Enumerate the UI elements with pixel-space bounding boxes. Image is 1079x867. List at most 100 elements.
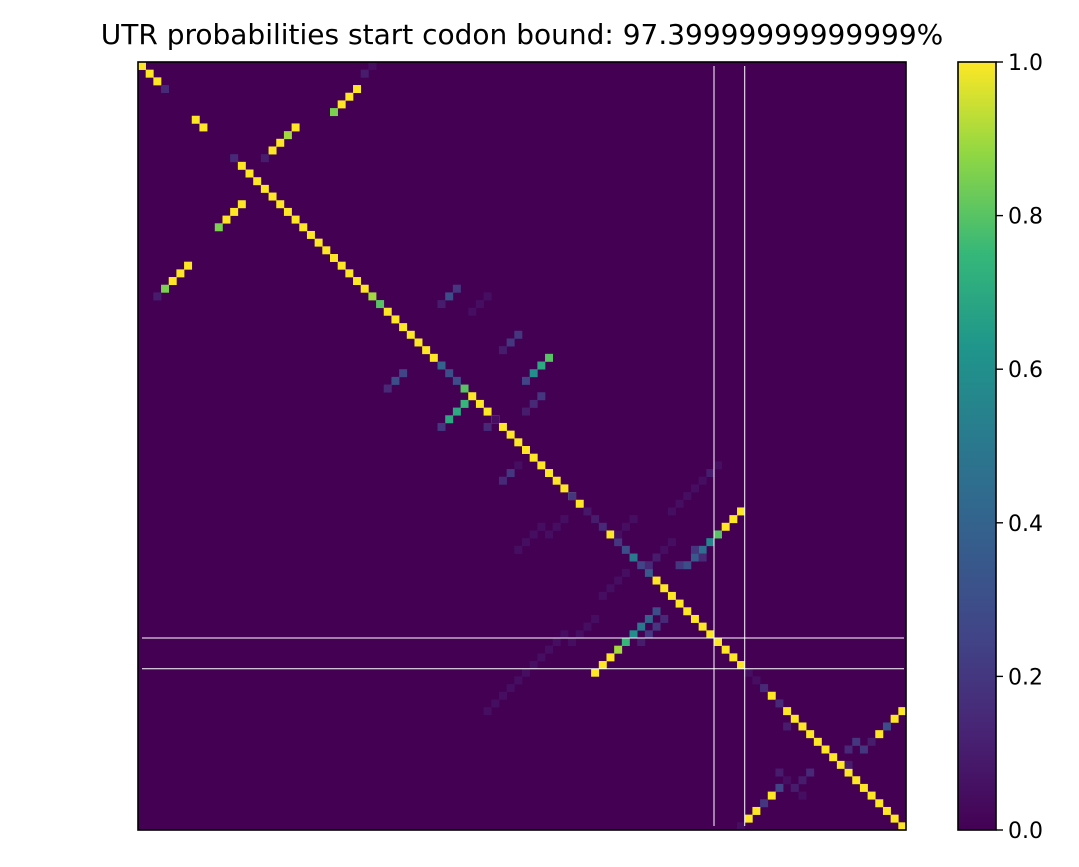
heatmap-cell [529, 399, 538, 408]
heatmap-cell [721, 645, 730, 654]
heatmap-cell [330, 254, 338, 262]
heatmap-cell [775, 768, 784, 777]
heatmap-cell [752, 676, 761, 685]
heatmap-cell [268, 146, 277, 155]
heatmap-cell [660, 614, 669, 623]
heatmap-cell [575, 499, 584, 508]
heatmap-cell [629, 515, 638, 524]
colorbar-tick-label: 0.2 [1008, 665, 1043, 690]
heatmap-cell [867, 791, 876, 800]
plot-frame [137, 61, 907, 831]
heatmap-cell [283, 207, 292, 216]
heatmap-cell [744, 668, 753, 677]
heatmap-cell [606, 653, 615, 662]
heatmap-cell [514, 676, 523, 685]
heatmap-cell [798, 776, 807, 785]
heatmap-cell [291, 215, 300, 224]
heatmap-cell [452, 407, 461, 416]
colorbar-tick-label: 1.0 [1008, 51, 1043, 76]
heatmap-cell [306, 230, 315, 239]
heatmap-cell [621, 638, 630, 646]
heatmap-cell [652, 553, 661, 562]
heatmap-cell [537, 461, 546, 470]
heatmap-cell [890, 814, 899, 823]
heatmap-cell [514, 438, 523, 447]
heatmap-cell [706, 538, 715, 547]
heatmap-cell [299, 223, 308, 232]
heatmap-cell [460, 399, 469, 408]
heatmap-cell [376, 300, 385, 309]
colorbar-tick-label: 0.0 [1008, 819, 1043, 844]
heatmap-cell [882, 722, 891, 731]
heatmap-cell [353, 85, 362, 94]
heatmap-cell [760, 799, 769, 808]
heatmap-cell [138, 62, 146, 70]
heatmap-cell [859, 783, 868, 792]
heatmap-cell [291, 123, 300, 132]
heatmap-cell [537, 392, 546, 401]
heatmap-cell [537, 522, 546, 531]
heatmap-cell [460, 384, 469, 393]
heatmap-cell [890, 714, 899, 723]
heatmap-cell [353, 277, 362, 286]
heatmap-cell [614, 538, 623, 547]
heatmap-cell [783, 776, 792, 785]
heatmap-cell [260, 154, 269, 163]
heatmap-cell [667, 507, 676, 516]
heatmap-cell [629, 553, 638, 562]
heatmap-cell [598, 661, 607, 670]
heatmap-cell [330, 108, 338, 117]
heatmap-cell [606, 584, 615, 593]
heatmap-cell [560, 630, 569, 639]
heatmap-cell [529, 369, 538, 378]
heatmap-cell [614, 645, 623, 654]
heatmap-cell [545, 530, 554, 539]
heatmap-cell [260, 184, 269, 193]
heatmap-cell [391, 315, 400, 324]
heatmap-cell [767, 691, 776, 700]
colorbar [957, 61, 997, 831]
colorbar-ticks: 0.0 0.2 0.4 0.6 0.8 1.0 [996, 51, 1043, 844]
heatmap-cell [552, 638, 561, 646]
heatmap-cell [345, 92, 354, 101]
heatmap-cell [168, 277, 177, 286]
heatmap-cell [368, 292, 377, 301]
heatmap-cell [806, 768, 815, 777]
marker-lines [142, 66, 904, 826]
heatmap-cell [752, 806, 761, 815]
heatmap-cell [345, 269, 354, 278]
heatmap-cell [652, 607, 661, 616]
heatmap-cell [437, 300, 446, 309]
heatmap-cell [545, 645, 554, 654]
heatmap-cell [491, 415, 500, 424]
heatmap-cell [537, 361, 546, 370]
heatmap-cell [706, 469, 715, 478]
heatmap-cell [514, 545, 523, 554]
heatmap-cell [675, 561, 684, 570]
heatmap-cell [498, 346, 507, 355]
heatmap-cell [683, 561, 692, 570]
heatmap-cell [829, 753, 838, 762]
heatmap-cell [683, 492, 692, 501]
heatmap-cell [483, 707, 492, 716]
heatmap-cell [760, 684, 769, 693]
heatmap-cell [775, 783, 784, 792]
heatmap-cell [529, 453, 538, 462]
heatmap-cell [729, 653, 738, 662]
heatmap-cell [737, 822, 746, 831]
heatmap-cell [844, 745, 853, 754]
heatmap-cell [575, 630, 584, 639]
heatmap-cell [690, 614, 699, 623]
heatmap-cell [153, 77, 162, 86]
heatmap-cell [644, 614, 653, 623]
heatmap-cell [568, 492, 577, 501]
heatmap-cell [437, 422, 446, 431]
heatmap-cell [529, 530, 538, 539]
heatmap-cell [898, 707, 907, 716]
heatmap-cell [813, 737, 822, 746]
heatmap-cell [621, 545, 630, 554]
heatmap-cell [552, 476, 561, 485]
heatmap-cell [690, 553, 699, 562]
heatmap-cell [214, 223, 223, 232]
